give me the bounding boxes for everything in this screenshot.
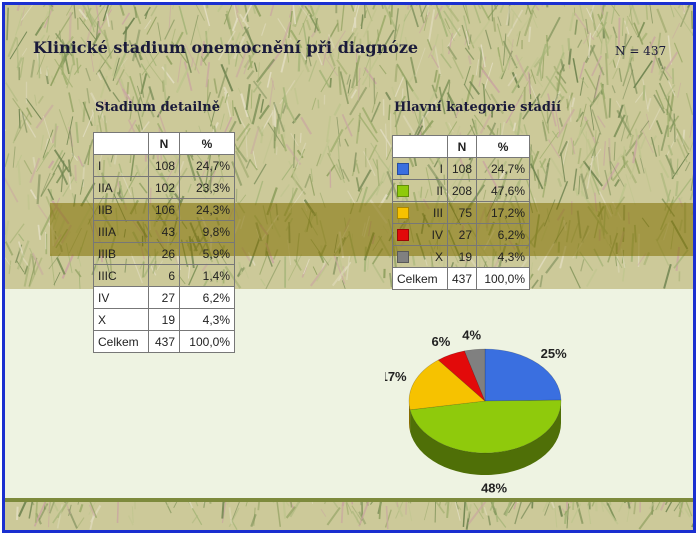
pie-label-X: 4% bbox=[462, 328, 481, 343]
row-n: 43 bbox=[148, 220, 180, 243]
table-row: IIIA 43 9,8% bbox=[93, 220, 235, 243]
row-label: IIA bbox=[93, 176, 149, 199]
row-pct: 100,0% bbox=[179, 330, 235, 353]
row-n: 106 bbox=[148, 198, 180, 221]
pie-chart: 25% 48% 17% 6% 4% bbox=[385, 328, 567, 496]
legend-swatch bbox=[397, 251, 409, 264]
row-label: I bbox=[93, 154, 149, 177]
table-row: IV 27 6,2% bbox=[93, 286, 235, 309]
row-n: 19 bbox=[446, 245, 478, 268]
row-pct: 24,3% bbox=[179, 198, 235, 221]
row-label-text: III bbox=[432, 205, 443, 220]
row-n: 19 bbox=[148, 308, 180, 331]
row-n: 102 bbox=[148, 176, 180, 199]
row-label: III bbox=[392, 201, 448, 224]
table-row: IIA 102 23,3% bbox=[93, 176, 235, 199]
pie-side-III bbox=[409, 401, 411, 432]
table-row: IIIC 6 1,4% bbox=[93, 264, 235, 287]
row-label-text: II bbox=[436, 183, 443, 198]
row-pct: 9,8% bbox=[179, 220, 235, 243]
row-label: I bbox=[392, 157, 448, 180]
row-pct: 24,7% bbox=[476, 157, 531, 180]
pie-label-II: 48% bbox=[481, 481, 507, 496]
row-label-text: I bbox=[439, 161, 443, 176]
row-n: 437 bbox=[446, 267, 478, 290]
pie-slice-IV bbox=[437, 350, 486, 402]
table-row: Celkem 437 100,0% bbox=[392, 267, 531, 290]
row-n: 27 bbox=[446, 223, 478, 246]
table-row: IIIB 26 5,9% bbox=[93, 242, 235, 265]
row-pct: 100,0% bbox=[476, 267, 531, 290]
row-n: 6 bbox=[148, 264, 180, 287]
left-table-heading: Stadium detailně bbox=[95, 100, 220, 115]
table-row: IV 27 6,2% bbox=[392, 223, 531, 246]
col-header-n: N bbox=[446, 135, 478, 158]
row-label: IIB bbox=[93, 198, 149, 221]
row-label-text: X bbox=[434, 249, 443, 264]
pie-label-III: 17% bbox=[385, 369, 407, 384]
stage-detail-table: N % I 108 24,7% IIA 102 23,3% IIB 106 24,3% IIIA 4… bbox=[93, 132, 235, 353]
row-n: 108 bbox=[446, 157, 478, 180]
legend-swatch bbox=[397, 229, 409, 242]
table-row: I 108 24,7% bbox=[392, 157, 531, 180]
grass-background-bottom bbox=[5, 502, 693, 530]
row-label: II bbox=[392, 179, 448, 202]
legend-swatch bbox=[397, 163, 409, 176]
pie-slice-I bbox=[484, 348, 562, 402]
row-pct: 4,3% bbox=[179, 308, 235, 331]
bottom-divider bbox=[5, 498, 693, 502]
table-row: II 208 47,6% bbox=[392, 179, 531, 202]
legend-swatch bbox=[397, 185, 409, 198]
pie-side-II bbox=[410, 401, 561, 475]
pie-label-I: 25% bbox=[541, 346, 567, 361]
row-label: IIIC bbox=[93, 264, 149, 287]
pie-slice-X bbox=[464, 348, 486, 402]
table-row: Celkem 437 100,0% bbox=[93, 330, 235, 353]
row-pct: 6,2% bbox=[476, 223, 531, 246]
col-header-pct: % bbox=[476, 135, 531, 158]
row-n: 437 bbox=[148, 330, 180, 353]
slide-title: Klinické stadium onemocnění při diagnóze bbox=[33, 38, 419, 57]
col-header-n: N bbox=[148, 132, 180, 155]
table-row: III 75 17,2% bbox=[392, 201, 531, 224]
row-label: IV bbox=[93, 286, 149, 309]
row-label: Celkem bbox=[93, 330, 149, 353]
row-pct: 5,9% bbox=[179, 242, 235, 265]
row-label-text: IV bbox=[431, 227, 443, 242]
row-pct: 1,4% bbox=[179, 264, 235, 287]
main-stage-table: N % I 108 24,7% II 208 47,6% III 75 17,2% IV 27 6,2… bbox=[392, 135, 531, 290]
row-n: 75 bbox=[446, 201, 478, 224]
col-header-blank bbox=[93, 132, 149, 155]
table-row: X 19 4,3% bbox=[392, 245, 531, 268]
row-n: 108 bbox=[148, 154, 180, 177]
pie-label-IV: 6% bbox=[432, 334, 451, 349]
row-n: 27 bbox=[148, 286, 180, 309]
col-header-blank bbox=[392, 135, 448, 158]
legend-swatch bbox=[397, 207, 409, 220]
col-header-pct: % bbox=[179, 132, 235, 155]
row-label: X bbox=[93, 308, 149, 331]
sample-size: N = 437 bbox=[615, 44, 667, 58]
row-label: Celkem bbox=[392, 267, 448, 290]
row-label: IV bbox=[392, 223, 448, 246]
pie-slice-II bbox=[409, 399, 562, 454]
row-n: 208 bbox=[446, 179, 478, 202]
row-pct: 17,2% bbox=[476, 201, 531, 224]
table-row: X 19 4,3% bbox=[93, 308, 235, 331]
row-pct: 4,3% bbox=[476, 245, 531, 268]
row-label: IIIA bbox=[93, 220, 149, 243]
row-label: IIIB bbox=[93, 242, 149, 265]
table-row: IIB 106 24,3% bbox=[93, 198, 235, 221]
row-pct: 23,3% bbox=[179, 176, 235, 199]
table-row: I 108 24,7% bbox=[93, 154, 235, 177]
row-label: X bbox=[392, 245, 448, 268]
slide: Klinické stadium onemocnění při diagnóze… bbox=[5, 5, 693, 530]
pie-slice-III bbox=[408, 359, 486, 411]
row-pct: 47,6% bbox=[476, 179, 531, 202]
row-pct: 6,2% bbox=[179, 286, 235, 309]
row-n: 26 bbox=[148, 242, 180, 265]
row-pct: 24,7% bbox=[179, 154, 235, 177]
right-table-heading: Hlavní kategorie stadií bbox=[394, 100, 561, 115]
